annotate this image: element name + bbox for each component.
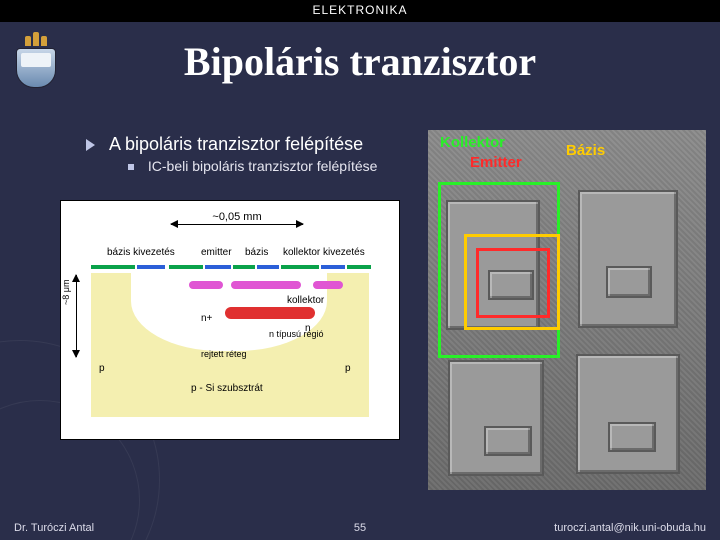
label-kollektor: kollektor: [287, 295, 324, 306]
die-structure: [606, 266, 652, 298]
square-bullet-icon: [128, 164, 134, 170]
p-well: [231, 281, 301, 289]
bullet-l1-text: A bipoláris tranzisztor felépítése: [109, 134, 363, 154]
surface-segment: [169, 265, 203, 269]
slide-title: Bipoláris tranzisztor: [0, 38, 720, 85]
label-kollektor-kivezetes: kollektor kivezetés: [283, 247, 365, 258]
surface-segment: [91, 265, 135, 269]
region-p-right: p: [345, 363, 351, 374]
slide: ELEKTRONIKA Bipoláris tranzisztor A bipo…: [0, 0, 720, 540]
die-structure: [484, 426, 532, 456]
surface-segment: [347, 265, 371, 269]
die-structure: [608, 422, 656, 452]
annotation-label-kollektor: Kollektor: [440, 134, 505, 151]
surface-segment: [137, 265, 165, 269]
dimension-left: ~8 μm: [67, 275, 85, 357]
n-well: [131, 273, 327, 351]
region-nplus: n+: [201, 313, 212, 324]
cross-section-diagram: ~0,05 mm ~8 μm bázis kivezetés emitter b…: [60, 200, 400, 440]
label-n-regio: n típusú régió: [269, 329, 324, 339]
region-p-left: p: [99, 363, 105, 374]
bullet-level-2: IC-beli bipoláris tranzisztor felépítése: [128, 158, 377, 174]
dimension-top-label: ~0,05 mm: [207, 211, 267, 223]
label-rejtett: rejtett réteg: [201, 349, 247, 359]
substrate: p n n+ p kollektor n típusú régió rejtet…: [91, 273, 369, 417]
bullet-l2-text: IC-beli bipoláris tranzisztor felépítése: [148, 158, 378, 174]
bullet-level-1: A bipoláris tranzisztor felépítése: [86, 134, 363, 155]
annotation-box-emitter: [476, 248, 550, 318]
label-szubsztrat: p - Si szubsztrát: [191, 383, 263, 394]
dimension-top: ~0,05 mm: [171, 215, 303, 233]
header-bar: ELEKTRONIKA: [0, 0, 720, 22]
header-text: ELEKTRONIKA: [312, 3, 407, 17]
label-emitter: emitter: [201, 247, 232, 258]
annotation-label-bazis: Bázis: [566, 142, 605, 159]
surface-layer: [91, 265, 369, 273]
die-structure: [448, 360, 544, 476]
surface-segment: [233, 265, 255, 269]
footer-email: turoczi.antal@nik.uni-obuda.hu: [554, 522, 706, 534]
surface-segment: [321, 265, 345, 269]
label-bazis: bázis: [245, 247, 268, 258]
dimension-left-label: ~8 μm: [61, 280, 71, 305]
die-micrograph: Kollektor Emitter Bázis: [428, 130, 706, 490]
p-well: [189, 281, 223, 289]
triangle-bullet-icon: [86, 139, 95, 151]
surface-segment: [205, 265, 231, 269]
surface-segment: [257, 265, 279, 269]
surface-segment: [281, 265, 319, 269]
label-bazis-kivezetes: bázis kivezetés: [107, 247, 175, 258]
p-well: [313, 281, 343, 289]
annotation-label-emitter: Emitter: [470, 154, 522, 171]
die-structure: [576, 354, 680, 474]
die-structure: [578, 190, 678, 328]
buried-layer: [225, 307, 315, 319]
